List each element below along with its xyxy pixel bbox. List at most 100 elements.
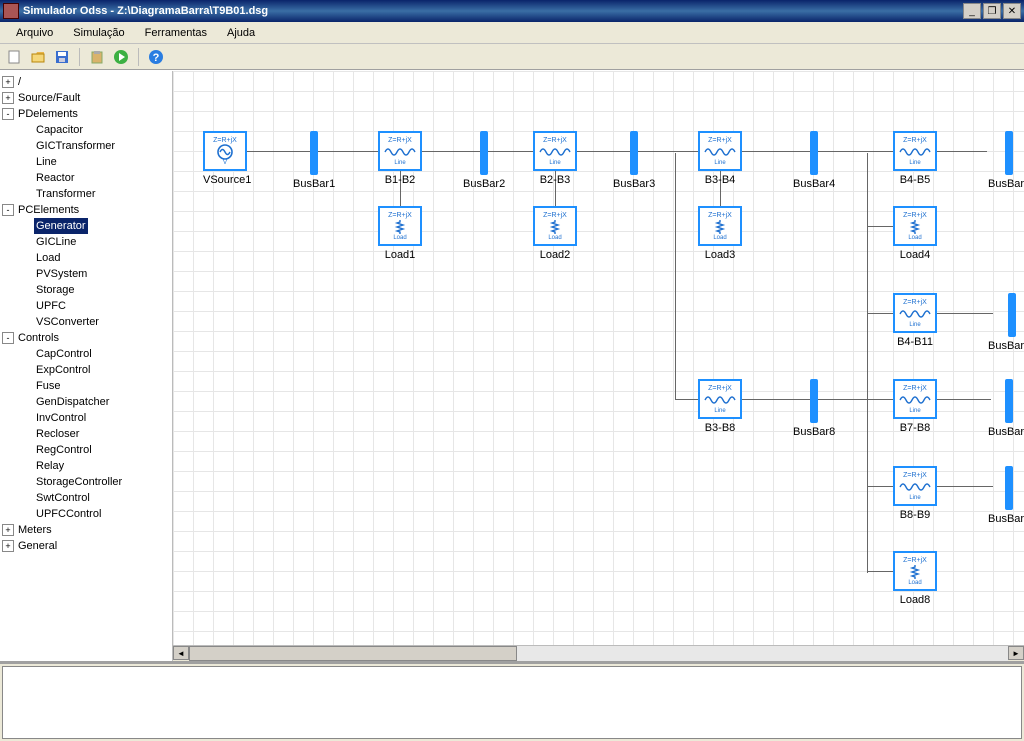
node-busbar5[interactable]: BusBar5 <box>988 131 1024 190</box>
scroll-right-button[interactable]: ► <box>1008 646 1024 660</box>
tree-item-pdelements[interactable]: -PDelements <box>0 106 172 122</box>
tree-toggle-icon <box>20 220 32 232</box>
node-busbar11[interactable]: BusBar11 <box>988 293 1024 352</box>
tree-item-source-fault[interactable]: +Source/Fault <box>0 90 172 106</box>
tree-item-transformer[interactable]: Transformer <box>0 186 172 202</box>
node-busbar1[interactable]: BusBar1 <box>293 131 335 190</box>
bottom-panel <box>0 661 1024 741</box>
tree-item-expcontrol[interactable]: ExpControl <box>0 362 172 378</box>
menu-ferramentas[interactable]: Ferramentas <box>135 25 217 41</box>
node-load3[interactable]: Z=R+jXLoadLoad3 <box>698 206 742 261</box>
diagram-canvas[interactable]: Z=R+jXVVSource1 BusBar1 Z=R+jXLineB1-B2 Bus… <box>173 71 1024 661</box>
node-b2-b3[interactable]: Z=R+jXLineB2-B3 <box>533 131 577 186</box>
tree-item-upfccontrol[interactable]: UPFCControl <box>0 506 172 522</box>
tree-toggle-icon[interactable]: - <box>2 332 14 344</box>
tree-item-recloser[interactable]: Recloser <box>0 426 172 442</box>
tree-item-capacitor[interactable]: Capacitor <box>0 122 172 138</box>
tree-toggle-icon[interactable]: + <box>2 524 14 536</box>
tree-toggle-icon[interactable]: + <box>2 92 14 104</box>
minimize-button[interactable]: _ <box>963 3 981 19</box>
tree-item-fuse[interactable]: Fuse <box>0 378 172 394</box>
tree-item-pvsystem[interactable]: PVSystem <box>0 266 172 282</box>
tree-item-load[interactable]: Load <box>0 250 172 266</box>
tree-toggle-icon <box>20 316 32 328</box>
tree-item-pcelements[interactable]: -PCElements <box>0 202 172 218</box>
node-load2[interactable]: Z=R+jXLoadLoad2 <box>533 206 577 261</box>
node-busbar4[interactable]: BusBar4 <box>793 131 835 190</box>
tree-item-relay[interactable]: Relay <box>0 458 172 474</box>
node-busbar8[interactable]: BusBar8 <box>793 379 835 438</box>
tree-item-gicline[interactable]: GICLine <box>0 234 172 250</box>
node-busbar3[interactable]: BusBar3 <box>613 131 655 190</box>
tree-item-upfc[interactable]: UPFC <box>0 298 172 314</box>
node-vsource1[interactable]: Z=R+jXVVSource1 <box>203 131 251 186</box>
node-b8-b9[interactable]: Z=R+jXLineB8-B9 <box>893 466 937 521</box>
tree-toggle-icon[interactable]: + <box>2 76 14 88</box>
tree-item-swtcontrol[interactable]: SwtControl <box>0 490 172 506</box>
tree-item-label: RegControl <box>34 442 94 458</box>
tree-item-gictransformer[interactable]: GICTransformer <box>0 138 172 154</box>
node-b1-b2[interactable]: Z=R+jXLineB1-B2 <box>378 131 422 186</box>
tree-item-vsconverter[interactable]: VSConverter <box>0 314 172 330</box>
tree-item-regcontrol[interactable]: RegControl <box>0 442 172 458</box>
tree-toggle-icon <box>20 236 32 248</box>
tree-toggle-icon <box>20 508 32 520</box>
horizontal-scrollbar[interactable]: ◄ ► <box>173 645 1024 661</box>
close-button[interactable]: ✕ <box>1003 3 1021 19</box>
menu-ajuda[interactable]: Ajuda <box>217 25 265 41</box>
menu-simulacao[interactable]: Simulação <box>63 25 134 41</box>
node-b4-b11[interactable]: Z=R+jXLineB4-B11 <box>893 293 937 348</box>
node-b3-b4[interactable]: Z=R+jXLineB3-B4 <box>698 131 742 186</box>
tree-item-label: / <box>16 74 23 90</box>
tree-toggle-icon <box>20 188 32 200</box>
node-load4[interactable]: Z=R+jXLoadLoad4 <box>893 206 937 261</box>
node-load8[interactable]: Z=R+jXLoadLoad8 <box>893 551 937 606</box>
node-load1[interactable]: Z=R+jXLoadLoad1 <box>378 206 422 261</box>
run-icon[interactable] <box>111 47 131 67</box>
wire <box>936 399 991 400</box>
tree-item-label: PVSystem <box>34 266 89 282</box>
tree-toggle-icon <box>20 284 32 296</box>
save-file-icon[interactable] <box>52 47 72 67</box>
scroll-track[interactable] <box>189 646 1008 661</box>
tree-item-general[interactable]: +General <box>0 538 172 554</box>
tree-item-meters[interactable]: +Meters <box>0 522 172 538</box>
menu-arquivo[interactable]: Arquivo <box>6 25 63 41</box>
node-busbar2[interactable]: BusBar2 <box>463 131 505 190</box>
log-output[interactable] <box>2 666 1022 739</box>
new-file-icon[interactable] <box>4 47 24 67</box>
node-label: B4-B11 <box>893 336 937 348</box>
tree-item-generator[interactable]: Generator <box>0 218 172 234</box>
menu-bar: Arquivo Simulação Ferramentas Ajuda <box>0 22 1024 44</box>
scroll-thumb[interactable] <box>189 646 517 661</box>
tree-item-invcontrol[interactable]: InvControl <box>0 410 172 426</box>
tree-item-reactor[interactable]: Reactor <box>0 170 172 186</box>
tree-item-storagecontroller[interactable]: StorageController <box>0 474 172 490</box>
tree-toggle-icon <box>20 348 32 360</box>
tree-toggle-icon[interactable]: - <box>2 204 14 216</box>
tree-item-line[interactable]: Line <box>0 154 172 170</box>
scroll-left-button[interactable]: ◄ <box>173 646 189 660</box>
node-busbar7[interactable]: BusBar7 <box>988 379 1024 438</box>
open-file-icon[interactable] <box>28 47 48 67</box>
tree-item-label: PCElements <box>16 202 81 218</box>
tree-toggle-icon[interactable]: + <box>2 540 14 552</box>
tree-item-storage[interactable]: Storage <box>0 282 172 298</box>
tree-panel[interactable]: +/+Source/Fault-PDelementsCapacitorGICTr… <box>0 71 173 661</box>
node-b7-b8[interactable]: Z=R+jXLineB7-B8 <box>893 379 937 434</box>
tree-toggle-icon[interactable]: - <box>2 108 14 120</box>
line-icon: Z=R+jXLine <box>893 131 937 171</box>
maximize-button[interactable]: ❐ <box>983 3 1001 19</box>
node-b4-b5[interactable]: Z=R+jXLineB4-B5 <box>893 131 937 186</box>
help-icon[interactable]: ? <box>146 47 166 67</box>
paste-icon[interactable] <box>87 47 107 67</box>
tree-item--[interactable]: +/ <box>0 74 172 90</box>
tree-item-label: Controls <box>16 330 61 346</box>
tree-item-controls[interactable]: -Controls <box>0 330 172 346</box>
tree-item-gendispatcher[interactable]: GenDispatcher <box>0 394 172 410</box>
node-busbar9[interactable]: BusBar9 <box>988 466 1024 525</box>
line-icon: Z=R+jXLine <box>893 466 937 506</box>
node-b3-b8[interactable]: Z=R+jXLineB3-B8 <box>698 379 742 434</box>
line-icon: Z=R+jXLine <box>698 131 742 171</box>
tree-item-capcontrol[interactable]: CapControl <box>0 346 172 362</box>
